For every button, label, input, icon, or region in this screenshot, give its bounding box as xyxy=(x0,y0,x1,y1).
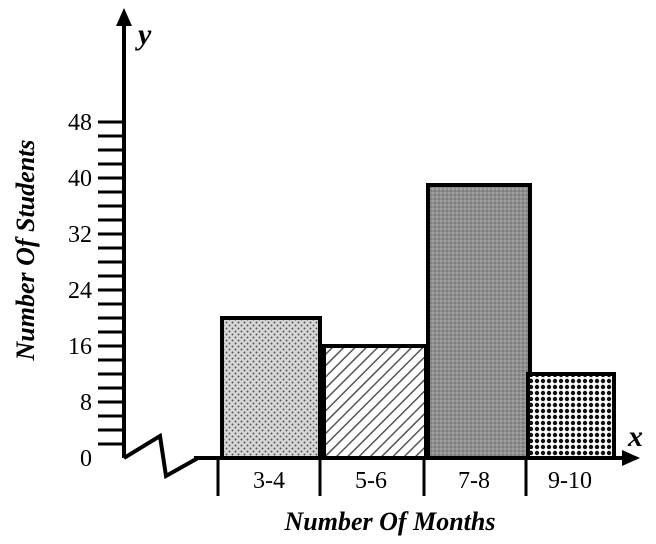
y-axis-symbol: y xyxy=(135,18,152,51)
axis-break-zigzag xyxy=(122,432,199,480)
bar-7-8 xyxy=(426,183,532,460)
y-tick-label: 40 xyxy=(68,166,92,192)
x-tick-label: 7-8 xyxy=(458,468,490,494)
x-tick-label: 9-10 xyxy=(548,468,592,494)
x-axis-symbol: x xyxy=(627,420,643,453)
bar-5-6 xyxy=(322,344,428,460)
y-axis-title: Number Of Students xyxy=(11,139,40,361)
y-tick-label: 32 xyxy=(68,222,92,248)
x-ticks-layer: 3-4 5-6 7-8 9-10 xyxy=(216,458,592,496)
bar-3-4 xyxy=(220,316,322,460)
x-axis-title: Number Of Months xyxy=(284,507,496,536)
x-tick-label: 5-6 xyxy=(355,468,387,494)
y-tick-label: 16 xyxy=(68,334,92,360)
y-tick-label: 48 xyxy=(68,110,92,136)
bars-layer xyxy=(220,183,616,460)
y-ticks-layer: 0 8 16 24 32 40 48 xyxy=(68,110,124,472)
y-tick-label: 24 xyxy=(68,278,92,304)
y-tick-label: 0 xyxy=(80,446,92,472)
x-axis-arrowhead xyxy=(622,450,640,466)
bar-9-10 xyxy=(526,372,616,460)
x-tick-label: 3-4 xyxy=(253,468,285,494)
y-tick-label: 8 xyxy=(80,390,92,416)
y-axis-arrowhead xyxy=(116,8,132,26)
